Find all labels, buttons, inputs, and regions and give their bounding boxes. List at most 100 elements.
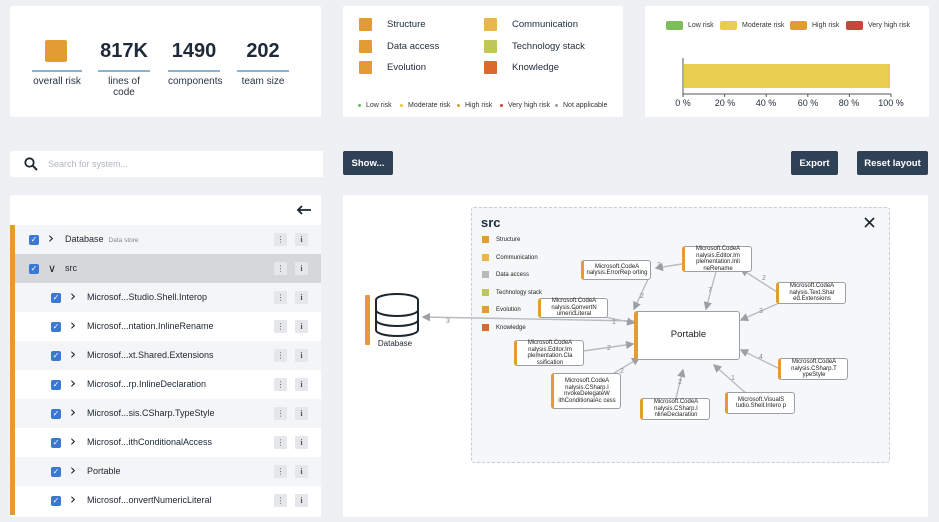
row-checkbox[interactable]: ✓ [51,409,61,419]
component-node[interactable]: Microsoft.CodeA nalysis.ConvertN umericL… [538,298,608,318]
row-checkbox[interactable]: ✓ [51,438,61,448]
edge-weight-label: 3 [446,318,450,325]
edge-weight-label: 7 [708,287,712,294]
row-checkbox[interactable]: ✓ [51,496,61,506]
legend-item-data-access[interactable]: Data access [359,39,439,53]
info-icon[interactable]: i [295,262,308,275]
chevron-right-icon[interactable]: › [70,490,76,508]
more-options-icon[interactable]: ⋮ [274,494,287,507]
portable-node[interactable]: Portable [634,311,740,360]
tick-label: 80 % [838,98,860,108]
chevron-right-icon[interactable]: › [70,403,76,421]
component-node[interactable]: Microsoft.CodeA nalysis.Editor.Im plemen… [682,246,752,272]
info-icon[interactable]: i [295,233,308,246]
edge-weight-label: 4 [759,354,763,361]
stat-label: team size [241,76,285,87]
legend-item-knowledge[interactable]: Knowledge [484,60,559,74]
export-button[interactable]: Export [791,151,838,175]
more-options-icon[interactable]: ⋮ [274,407,287,420]
edge-weight-label: 3 [759,308,763,315]
risk-legend-high: High risk [790,21,839,30]
tree-row[interactable]: ✓ › Microsof...onvertNumericLiteral ⋮ i [10,486,321,515]
risk-stripe [10,312,15,341]
tree-row[interactable]: ✓ › Microsof...rp.InlineDeclaration ⋮ i [10,370,321,399]
chevron-right-icon[interactable]: › [70,345,76,363]
stat-label: lines of code [108,76,140,98]
row-checkbox[interactable]: ✓ [29,264,39,274]
row-checkbox[interactable]: ✓ [51,380,61,390]
tree-row[interactable]: ✓ › Microsof...sis.CSharp.TypeStyle ⋮ i [10,399,321,428]
info-icon[interactable]: i [295,494,308,507]
graph-legend-data-access: Data access [482,271,529,278]
risk-stripe [10,283,15,312]
chevron-right-icon[interactable]: › [70,287,76,305]
database-node[interactable]: Database [365,293,423,349]
more-options-icon[interactable]: ⋮ [274,291,287,304]
more-options-icon[interactable]: ⋮ [274,233,287,246]
legend-item-communication[interactable]: Communication [484,17,578,31]
legend-item-evolution[interactable]: Evolution [359,60,426,74]
more-options-icon[interactable]: ⋮ [274,436,287,449]
chevron-right-icon[interactable]: › [70,432,76,450]
chevron-right-icon[interactable]: › [70,316,76,334]
chevron-right-icon[interactable]: › [70,374,76,392]
tick-label: 0 % [675,98,691,108]
tree-row[interactable]: ✓ › Portable ⋮ i [10,457,321,486]
chevron-right-icon[interactable]: › [70,461,76,479]
component-node[interactable]: Microsoft.CodeA nalysis.Editor.Im plemen… [514,340,584,366]
component-node[interactable]: Microsoft.CodeA nalysis.ErrorRep orting [581,260,651,280]
tree-row[interactable]: ✓ › Microsof...xt.Shared.Extensions ⋮ i [10,341,321,370]
info-icon[interactable]: i [295,291,308,304]
risk-level-low: Low risk [358,102,392,109]
more-options-icon[interactable]: ⋮ [274,378,287,391]
risk-level-very-high: Very high risk [500,102,550,109]
row-checkbox[interactable]: ✓ [51,322,61,332]
more-options-icon[interactable]: ⋮ [274,320,287,333]
chevron-right-icon[interactable]: › [48,229,54,247]
tree-row[interactable]: ✓ › Microsof...Studio.Shell.Interop ⋮ i [10,283,321,312]
risk-bar-chart [682,58,892,97]
row-label: Portable [87,466,121,476]
edge-weight-label: 1 [731,375,735,382]
more-options-icon[interactable]: ⋮ [274,262,287,275]
close-icon[interactable] [864,215,875,228]
component-node[interactable]: Microsoft.VisualS tudio.Shell.Intero p [725,392,795,414]
arrow-left-icon[interactable] [296,203,312,215]
tick-label: 60 % [797,98,819,108]
row-checkbox[interactable]: ✓ [51,293,61,303]
info-icon[interactable]: i [295,465,308,478]
stat-value: 202 [246,40,280,62]
edge-weight-label: 2 [762,275,766,282]
component-node-label: Microsoft.CodeA nalysis.Text.Shar ed.Ext… [789,283,835,303]
info-icon[interactable]: i [295,349,308,362]
info-icon[interactable]: i [295,320,308,333]
row-checkbox[interactable]: ✓ [51,351,61,361]
component-node[interactable]: Microsoft.CodeA nalysis.CSharp.I nlineDe… [640,398,710,420]
component-node[interactable]: Microsoft.CodeA nalysis.CSharp.I nvokeDe… [551,373,621,409]
info-icon[interactable]: i [295,407,308,420]
legend-item-technology-stack[interactable]: Technology stack [484,39,585,53]
component-node[interactable]: Microsoft.CodeA nalysis.Text.Shar ed.Ext… [776,282,846,304]
component-node-label: Microsoft.CodeA nalysis.CSharp.I nlineDe… [653,399,699,419]
graph-legend-evolution: Evolution [482,306,521,313]
component-node[interactable]: Microsoft.CodeA nalysis.CSharp.T ypeStyl… [778,358,848,380]
tree-row[interactable]: ✓ › Database Data store ⋮ i [10,225,321,254]
info-icon[interactable]: i [295,378,308,391]
risk-legend-low: Low risk [666,21,714,30]
info-icon[interactable]: i [295,436,308,449]
graph-legend-knowledge: Knowledge [482,324,526,331]
more-options-icon[interactable]: ⋮ [274,465,287,478]
tree-row[interactable]: ✓ › Microsof...ntation.InlineRename ⋮ i [10,312,321,341]
legend-item-structure[interactable]: Structure [359,17,426,31]
row-checkbox[interactable]: ✓ [29,235,39,245]
more-options-icon[interactable]: ⋮ [274,349,287,362]
tree-row[interactable]: ✓ › Microsof...ithConditionalAccess ⋮ i [10,428,321,457]
show-button[interactable]: Show... [343,151,393,175]
tree-row[interactable]: ✓ ∨ src ⋮ i [10,254,321,283]
chevron-down-icon[interactable]: ∨ [48,262,57,275]
reset-layout-button[interactable]: Reset layout [857,151,928,175]
risk-legend-very-high: Very high risk [846,21,910,30]
search-input[interactable] [48,159,288,169]
risk-stripe [10,225,15,254]
row-checkbox[interactable]: ✓ [51,467,61,477]
